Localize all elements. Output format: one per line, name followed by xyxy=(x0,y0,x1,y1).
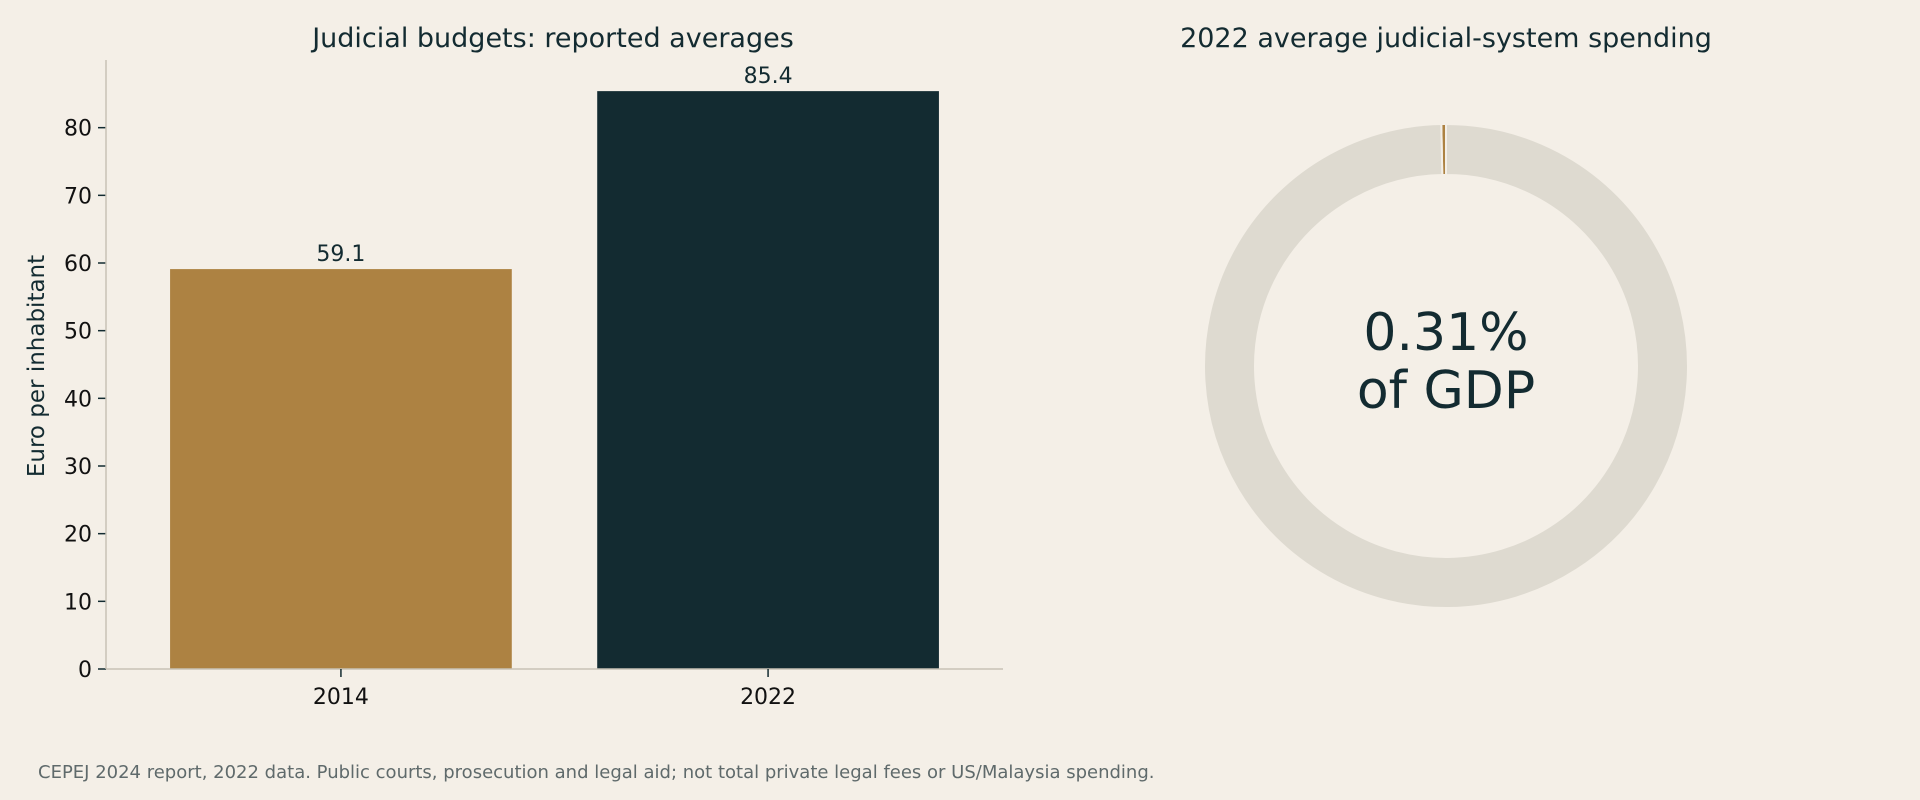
donut-chart: 2022 average judicial-system spending 0.… xyxy=(1180,23,1712,609)
x-axis-ticks: 2014 2022 xyxy=(313,669,796,710)
donut-slices xyxy=(1203,122,1689,609)
y-tick-label: 80 xyxy=(64,117,92,142)
bar-value-label: 85.4 xyxy=(744,64,793,89)
bar-marks: 59.1 85.4 xyxy=(170,64,939,670)
y-tick-label: 20 xyxy=(64,523,92,548)
source-note: CEPEJ 2024 report, 2022 data. Public cou… xyxy=(38,762,1155,783)
bar-chart: Judicial budgets: reported averages Euro… xyxy=(24,23,1003,710)
donut-chart-title: 2022 average judicial-system spending xyxy=(1180,23,1712,54)
y-axis-label: Euro per inhabitant xyxy=(24,255,50,477)
x-tick-label: 2022 xyxy=(740,685,796,710)
y-tick-label: 10 xyxy=(64,590,92,615)
donut-center-value: 0.31% xyxy=(1363,303,1528,363)
donut-slice-rest-of-gdp xyxy=(1203,122,1689,609)
y-tick-label: 50 xyxy=(64,320,92,345)
y-tick-label: 60 xyxy=(64,252,92,277)
bar-value-label: 59.1 xyxy=(316,242,365,267)
bar-2022 xyxy=(597,91,939,670)
y-tick-label: 0 xyxy=(78,658,92,683)
x-tick-label: 2014 xyxy=(313,685,369,710)
bar-2014 xyxy=(170,269,512,669)
y-tick-label: 40 xyxy=(64,387,92,412)
y-tick-label: 70 xyxy=(64,184,92,209)
bar-chart-title: Judicial budgets: reported averages xyxy=(310,23,794,54)
y-axis-ticks: 0 10 20 30 40 50 60 70 80 xyxy=(64,117,106,683)
donut-center-caption: of GDP xyxy=(1357,361,1535,421)
y-tick-label: 30 xyxy=(64,455,92,480)
